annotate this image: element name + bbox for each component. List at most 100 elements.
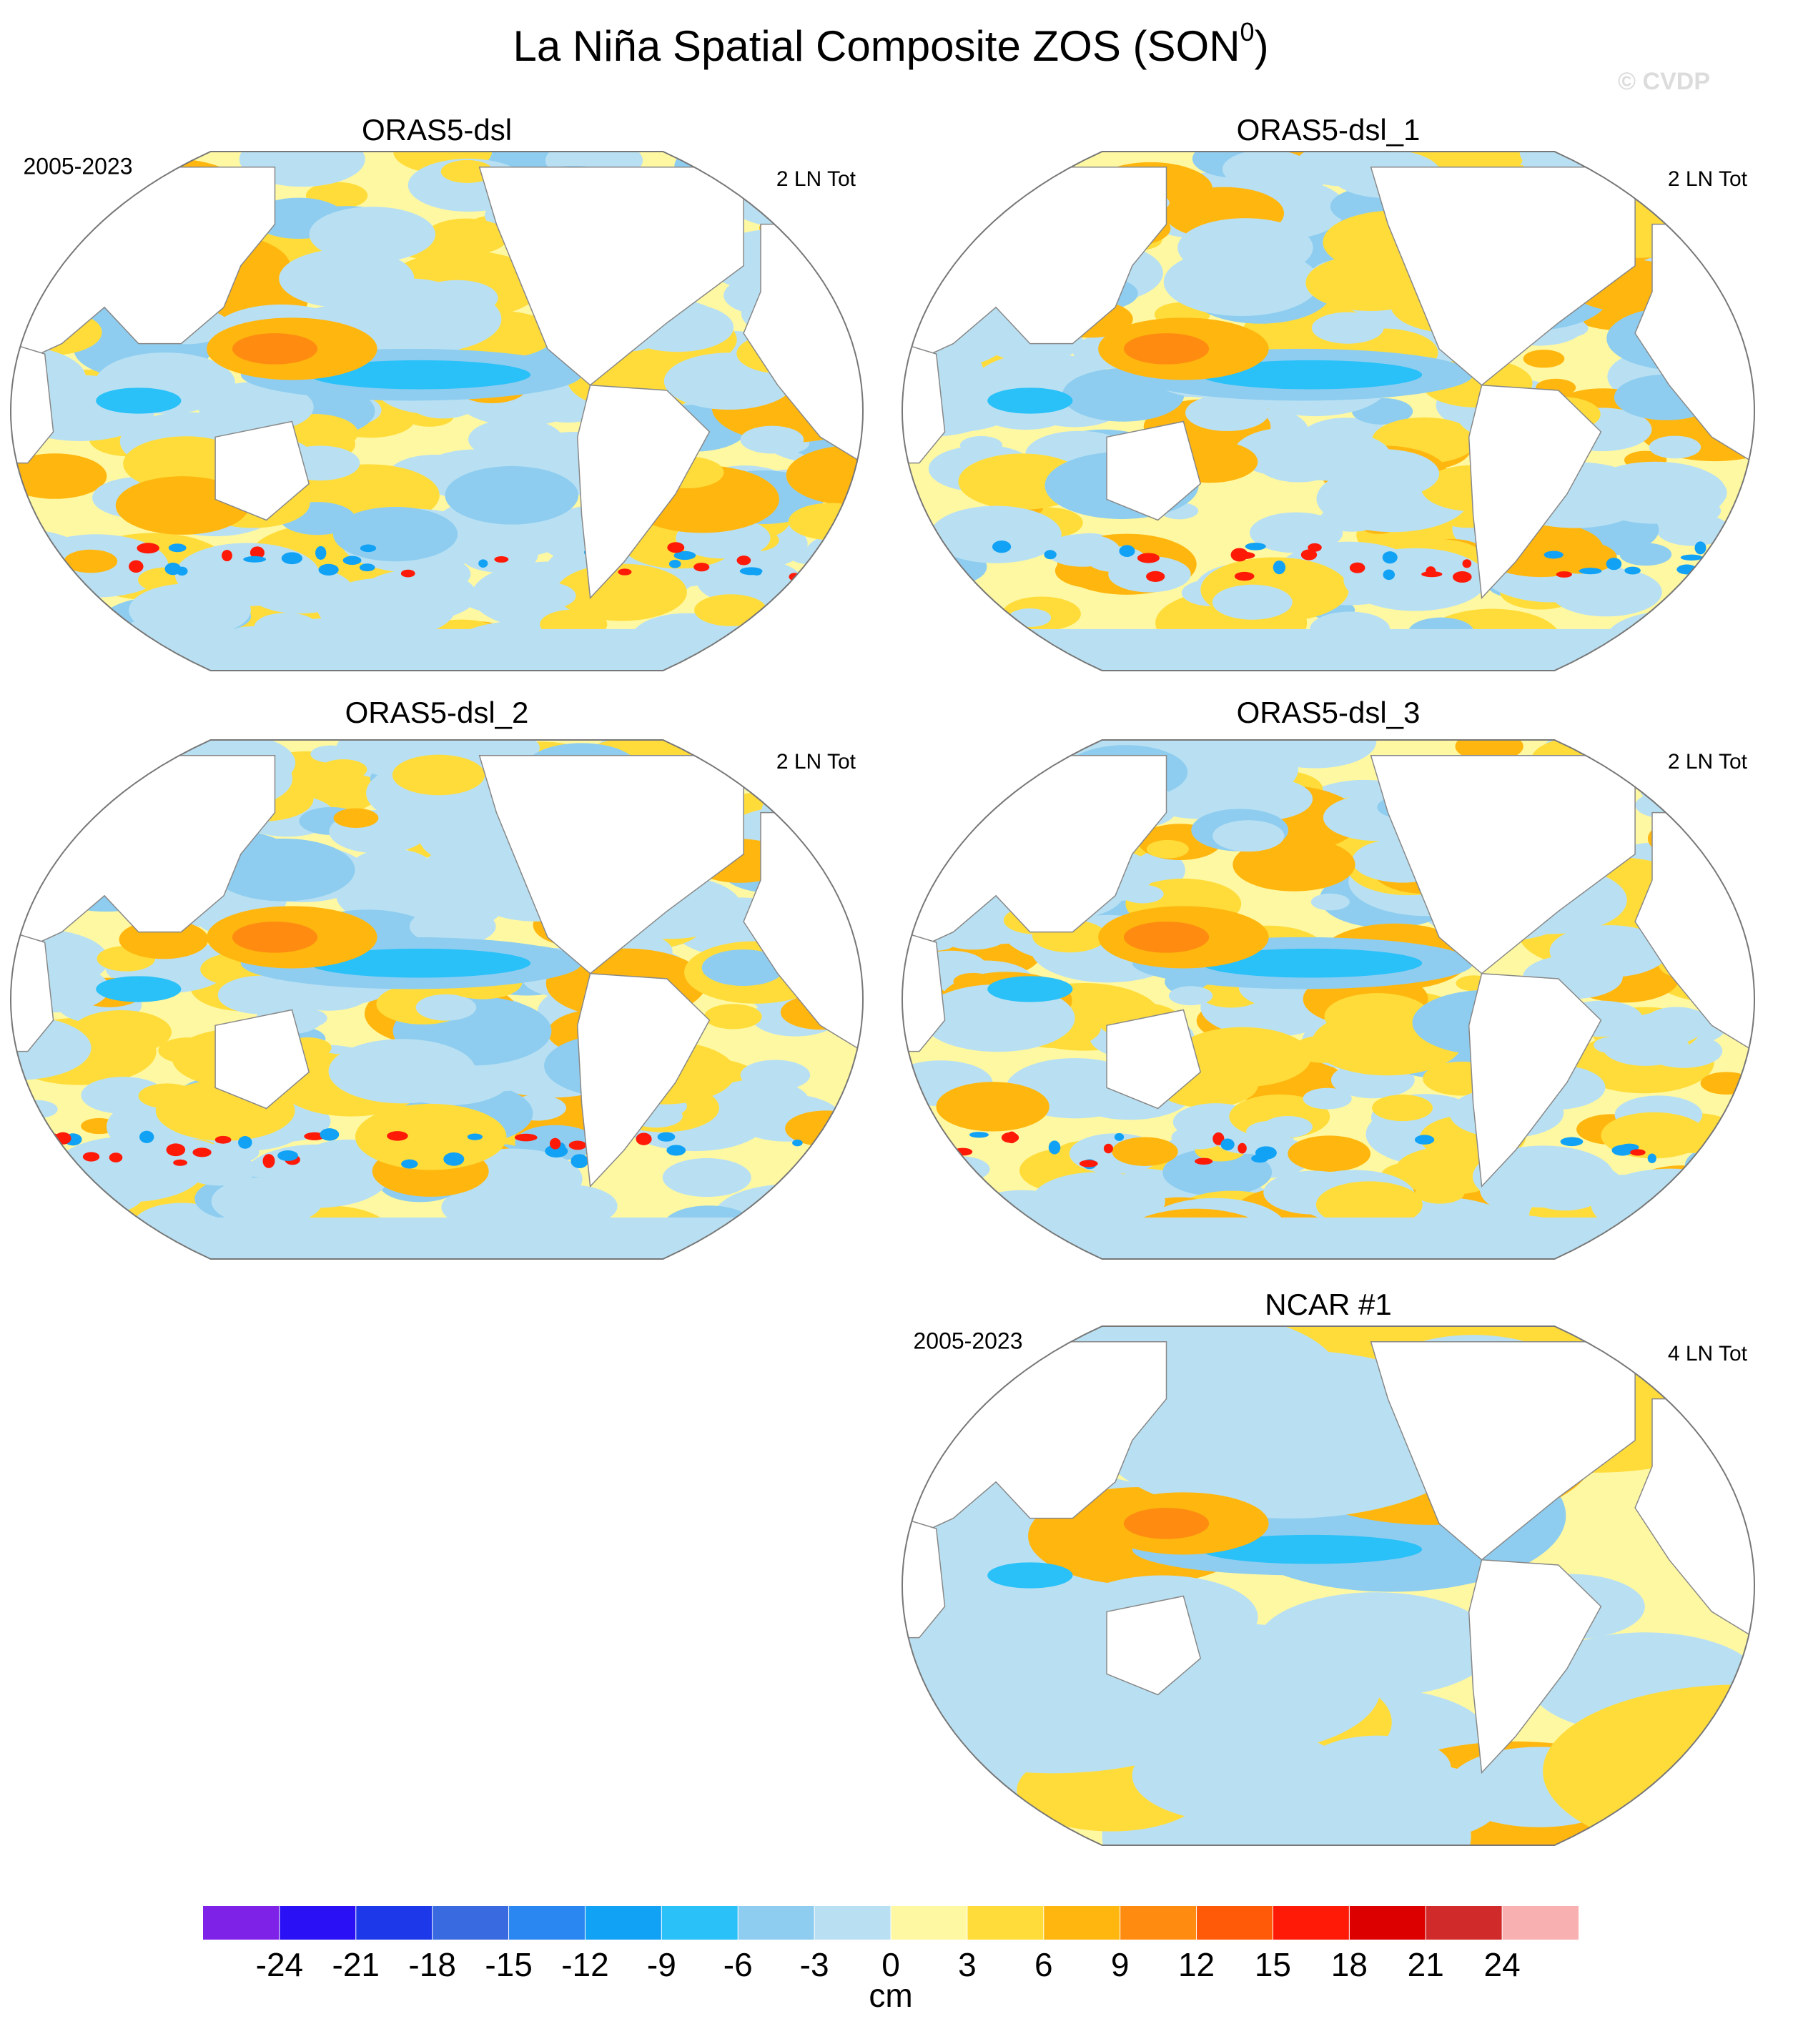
field-patch (914, 1185, 970, 1210)
field-patch (238, 1136, 252, 1149)
field-patch (109, 1152, 123, 1162)
field-patch (1123, 922, 1210, 953)
land (902, 342, 946, 464)
field-patch (1619, 543, 1672, 566)
field-patch (936, 1082, 1049, 1132)
field-patch (1715, 562, 1738, 577)
colorbar-box (203, 1906, 280, 1940)
field-patch (415, 994, 477, 1021)
field-patch (939, 764, 989, 786)
field-patch (1556, 571, 1572, 578)
field-patch (1701, 1152, 1721, 1161)
field-patch (902, 234, 959, 283)
field-patch (1675, 640, 1734, 666)
colorbar-tick-label: -24 (256, 1946, 303, 1983)
land (1468, 972, 1602, 1188)
field-patch (232, 333, 318, 365)
field-patch (1119, 545, 1135, 557)
field-patch (1523, 350, 1565, 368)
field-patch (1673, 204, 1754, 245)
field-patch (943, 740, 1034, 763)
field-patch (51, 588, 94, 608)
field-patch (1255, 1146, 1277, 1160)
field-patch (1300, 549, 1318, 561)
map-field (902, 152, 1754, 671)
field-patch (478, 559, 488, 568)
field-patch (355, 1103, 507, 1170)
panel-title: ORAS5-dsl_3 (1237, 696, 1421, 729)
field-patch (1382, 551, 1398, 564)
field-patch (250, 546, 265, 559)
field-patch (121, 1020, 162, 1039)
field-patch (318, 563, 339, 576)
colorbar-tick-label: 3 (958, 1946, 977, 1983)
field-patch (15, 1100, 58, 1119)
map-field (11, 152, 863, 671)
map-outline (9, 739, 864, 1260)
field-patch (168, 543, 187, 553)
field-patch (315, 545, 327, 561)
field-patch (349, 213, 424, 246)
field-patch (11, 453, 107, 499)
field-patch (1324, 993, 1431, 1040)
period-label: 2005-2023 (913, 1328, 1022, 1353)
field-patch (11, 1182, 81, 1228)
field-patch (1185, 394, 1269, 431)
field-patch (1605, 611, 1736, 668)
map-field (11, 740, 863, 1259)
field-patch (1327, 449, 1440, 498)
field-patch (1680, 554, 1703, 561)
colorbar-box (967, 1906, 1044, 1940)
field-patch (826, 255, 863, 286)
field-patch (320, 1128, 340, 1141)
field-patch (666, 1145, 686, 1156)
field-patch (793, 573, 863, 625)
field-patch (636, 1132, 652, 1145)
field-patch (11, 1208, 87, 1259)
field-patch (1349, 562, 1365, 573)
title-close: ) (1255, 22, 1269, 70)
field-patch (1311, 312, 1384, 344)
field-patch (1044, 550, 1057, 560)
field-patch (232, 922, 318, 953)
field-patch (969, 1132, 989, 1138)
colorbar-box (508, 1906, 586, 1940)
field-patch (902, 814, 933, 838)
field-patch (424, 218, 508, 255)
colorbar-box (1273, 1906, 1350, 1940)
field-patch (1646, 617, 1754, 671)
field-patch (1086, 545, 1147, 573)
field-patch (1238, 1142, 1247, 1154)
colorbar-tick-label: -18 (408, 1946, 455, 1983)
field-patch (1452, 571, 1472, 583)
field-patch (1611, 1243, 1659, 1259)
field-patch (129, 583, 251, 637)
land (1468, 1559, 1602, 1774)
field-patch (549, 1137, 561, 1150)
field-patch (1222, 152, 1312, 189)
field-patch (1123, 1508, 1210, 1539)
colorbar-box (279, 1906, 356, 1940)
field-patch (166, 1143, 186, 1157)
colorbar-box (432, 1906, 509, 1940)
field-patch (568, 1140, 587, 1150)
field-patch (1599, 1223, 1714, 1259)
colorbar-box (585, 1906, 662, 1940)
field-patch (788, 503, 863, 540)
field-patch (1549, 925, 1669, 977)
field-patch (823, 817, 863, 844)
field-patch (1220, 1138, 1235, 1151)
field-patch (703, 740, 783, 764)
land (11, 342, 54, 464)
land (1370, 167, 1636, 386)
map-outline (9, 151, 864, 671)
field-patch (992, 540, 1012, 553)
colorbar-box (1502, 1906, 1579, 1940)
land (214, 1009, 310, 1110)
field-patch (400, 786, 488, 824)
field-patch (1687, 617, 1754, 656)
field-patch (11, 740, 116, 797)
field-patch (1114, 1132, 1125, 1141)
map-panel: NCAR #1 2005-2023 4 LN Tot (901, 1288, 1756, 1846)
